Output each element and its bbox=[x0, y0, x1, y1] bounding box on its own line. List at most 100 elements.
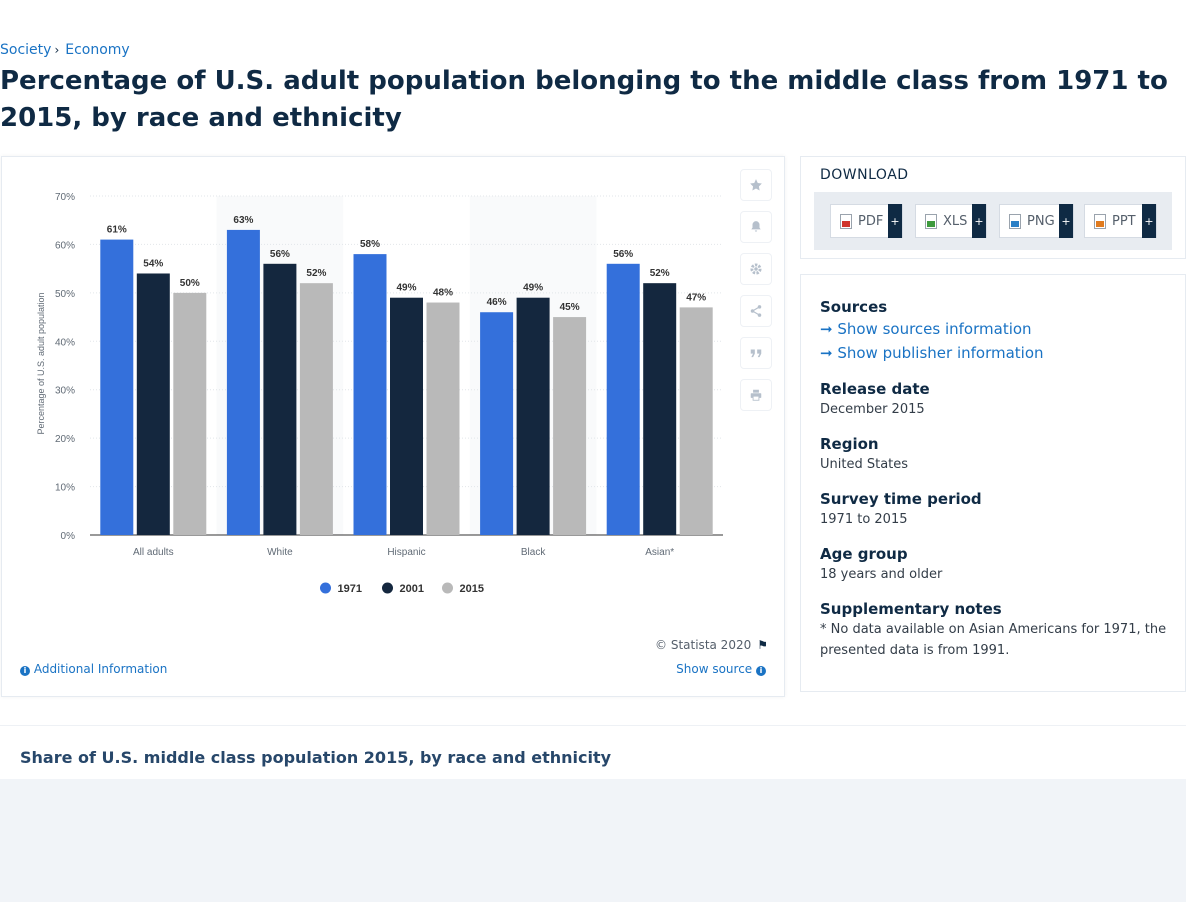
bar-1971-2 bbox=[353, 254, 387, 535]
legend-marker bbox=[442, 582, 453, 594]
quote-icon bbox=[750, 349, 762, 358]
data-label: 56% bbox=[270, 249, 290, 260]
y-tick-label: 0% bbox=[61, 531, 76, 542]
chart-toolbar bbox=[740, 169, 772, 421]
plus-icon[interactable]: + bbox=[888, 204, 902, 238]
print-icon bbox=[750, 389, 762, 401]
cite-button[interactable] bbox=[740, 337, 772, 369]
y-tick-label: 70% bbox=[55, 192, 75, 203]
pdf-file-icon bbox=[840, 213, 852, 229]
survey-period-section: Survey time period 1971 to 2015 bbox=[820, 489, 1170, 530]
breadcrumb-link-economy[interactable]: Economy bbox=[65, 42, 130, 58]
data-label: 46% bbox=[487, 297, 507, 308]
ppt-icon-mark bbox=[1096, 220, 1104, 227]
breadcrumb-link-society[interactable]: Society bbox=[0, 42, 52, 58]
notification-button[interactable] bbox=[740, 211, 772, 243]
plus-icon[interactable]: + bbox=[1059, 204, 1073, 238]
data-label: 52% bbox=[306, 268, 326, 279]
bar-2015-2 bbox=[426, 302, 460, 535]
x-tick-label: Hispanic bbox=[387, 547, 425, 558]
download-panel: DOWNLOAD PDF + XLS + PNG + PPT + bbox=[800, 156, 1186, 259]
info-icon: i bbox=[756, 666, 766, 676]
age-group-heading: Age group bbox=[820, 545, 908, 563]
settings-button[interactable] bbox=[740, 253, 772, 285]
download-button-group: PDF + XLS + PNG + PPT + bbox=[814, 192, 1172, 250]
data-label: 47% bbox=[686, 292, 706, 303]
bar-2001-0 bbox=[136, 273, 170, 535]
data-label: 63% bbox=[233, 215, 253, 226]
bar-2015-4 bbox=[679, 307, 713, 535]
release-date-value: December 2015 bbox=[820, 402, 925, 417]
download-png-button[interactable]: PNG + bbox=[999, 204, 1074, 238]
show-source-link[interactable]: Show source i bbox=[676, 662, 766, 676]
copyright-text: © Statista 2020 bbox=[655, 638, 752, 652]
data-label: 61% bbox=[107, 225, 127, 236]
download-pdf-button[interactable]: PDF + bbox=[830, 204, 903, 238]
sources-heading: Sources bbox=[820, 298, 888, 316]
bar-1971-1 bbox=[226, 229, 260, 535]
bar-1971-3 bbox=[480, 312, 514, 535]
breadcrumb-separator: › bbox=[54, 43, 60, 57]
chart-card: 0% 10% 20% 30% 40% 50% 60% 70% Percentage of U.S… bbox=[1, 156, 785, 697]
bar-chart: 0% 10% 20% 30% 40% 50% 60% 70% Percentage of U.S… bbox=[36, 192, 723, 595]
info-icon: i bbox=[20, 666, 30, 676]
download-ppt-button[interactable]: PPT + bbox=[1084, 204, 1157, 238]
arrow-right-icon: ➞ bbox=[820, 344, 838, 362]
y-tick-label: 30% bbox=[55, 386, 75, 397]
bar-2015-0 bbox=[173, 292, 207, 535]
additional-information-link[interactable]: i Additional Information bbox=[20, 662, 167, 676]
legend-marker bbox=[320, 582, 331, 594]
ppt-file-icon bbox=[1094, 213, 1106, 229]
favorite-button[interactable] bbox=[740, 169, 772, 201]
bar-2001-1 bbox=[263, 263, 297, 535]
plus-icon[interactable]: + bbox=[1142, 204, 1156, 238]
age-group-section: Age group 18 years and older bbox=[820, 544, 1170, 585]
data-label: 50% bbox=[180, 278, 200, 289]
data-label: 58% bbox=[360, 239, 380, 250]
y-tick-label: 10% bbox=[55, 483, 75, 494]
y-tick-label: 20% bbox=[55, 434, 75, 445]
show-publisher-link[interactable]: ➞ Show publisher information bbox=[820, 341, 1170, 365]
data-label: 45% bbox=[560, 302, 580, 313]
download-xls-label: XLS bbox=[943, 213, 968, 229]
bar-2001-4 bbox=[643, 283, 677, 535]
y-tick-label: 50% bbox=[55, 289, 75, 300]
legend-label: 2001 bbox=[400, 583, 424, 595]
supplementary-notes-heading: Supplementary notes bbox=[820, 600, 1002, 618]
breadcrumb: Society › Economy bbox=[0, 42, 130, 58]
pdf-icon-mark bbox=[842, 220, 850, 227]
x-tick-label: Asian* bbox=[645, 547, 674, 558]
region-heading: Region bbox=[820, 435, 879, 453]
plus-icon[interactable]: + bbox=[972, 204, 986, 238]
bar-2015-1 bbox=[299, 283, 333, 535]
share-button[interactable] bbox=[740, 295, 772, 327]
download-xls-button[interactable]: XLS + bbox=[915, 204, 987, 238]
supplementary-notes-value: * No data available on Asian Americans f… bbox=[820, 622, 1167, 658]
survey-period-heading: Survey time period bbox=[820, 490, 982, 508]
y-axis-title: Percentage of U.S. adult population bbox=[36, 292, 46, 434]
bell-icon bbox=[751, 221, 761, 232]
region-section: Region United States bbox=[820, 434, 1170, 475]
release-date-section: Release date December 2015 bbox=[820, 379, 1170, 420]
survey-period-value: 1971 to 2015 bbox=[820, 512, 908, 527]
age-group-value: 18 years and older bbox=[820, 567, 943, 582]
data-label: 56% bbox=[613, 249, 633, 260]
related-statistic-title[interactable]: Share of U.S. middle class population 20… bbox=[20, 748, 612, 767]
legend-label: 1971 bbox=[338, 583, 362, 595]
page-title: Percentage of U.S. adult population belo… bbox=[0, 66, 1168, 133]
show-sources-link[interactable]: ➞ Show sources information bbox=[820, 317, 1170, 341]
sources-section: Sources ➞ Show sources information ➞ Sho… bbox=[820, 297, 1170, 365]
supplementary-notes-section: Supplementary notes * No data available … bbox=[820, 599, 1170, 661]
print-button[interactable] bbox=[740, 379, 772, 411]
flag-icon[interactable]: ⚑ bbox=[757, 638, 768, 652]
region-value: United States bbox=[820, 457, 909, 472]
png-file-icon bbox=[1009, 213, 1021, 229]
data-label: 49% bbox=[396, 283, 416, 294]
show-source-label: Show source bbox=[676, 662, 753, 676]
statistic-details-panel: Sources ➞ Show sources information ➞ Sho… bbox=[800, 274, 1186, 692]
data-label: 49% bbox=[523, 283, 543, 294]
show-sources-label: Show sources information bbox=[837, 320, 1032, 338]
release-date-heading: Release date bbox=[820, 380, 930, 398]
copyright-notice: © Statista 2020 ⚑ bbox=[655, 638, 768, 652]
y-tick-label: 40% bbox=[55, 337, 75, 348]
